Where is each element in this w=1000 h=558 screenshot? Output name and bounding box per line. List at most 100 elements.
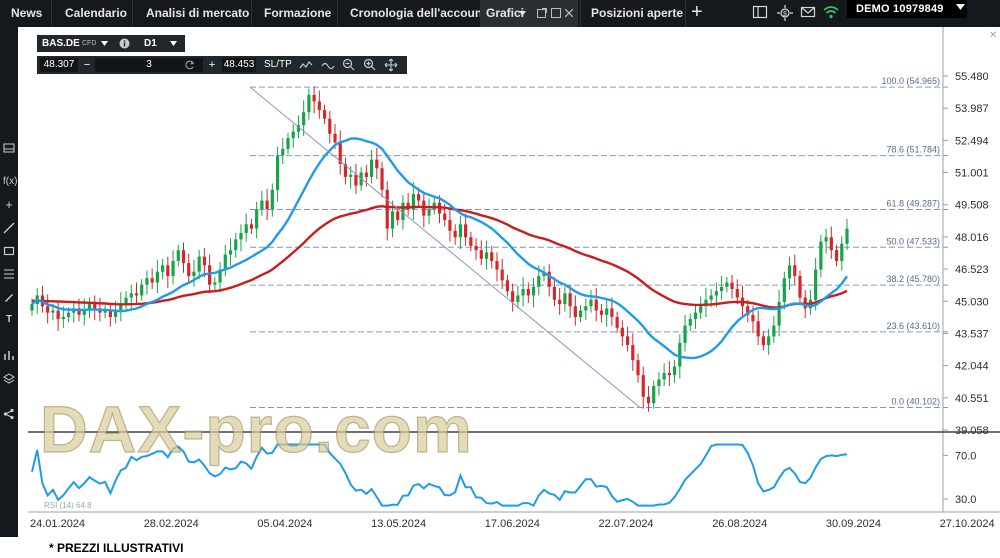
nav-news[interactable]: News [11, 6, 43, 20]
chevron-down-icon[interactable] [170, 41, 177, 46]
candle-body [578, 310, 583, 318]
candle-body [134, 293, 139, 296]
candle-body [213, 282, 217, 285]
chevron-down-icon[interactable] [101, 41, 108, 46]
indicators-icon[interactable] [3, 349, 15, 361]
y-tick-label: 42.044 [955, 361, 989, 373]
nav-calendario[interactable]: Calendario [65, 6, 128, 20]
x-tick-label: 13.05.2024 [371, 518, 426, 530]
nav-formazione[interactable]: Formazione [264, 6, 332, 20]
indicator-fx-icon[interactable]: f(x) [3, 176, 18, 187]
fullscreen-icon[interactable] [551, 8, 561, 18]
chart-area[interactable]: 55.480 53.987 52.494 51.001 49.508 48.016 46.5… [18, 27, 1000, 537]
wifi-icon [823, 6, 839, 19]
close-chart-icon[interactable]: ✕ [989, 30, 998, 41]
price-alert-icon[interactable]: $ [776, 4, 794, 22]
moving-average-slow [31, 204, 848, 309]
candle-body [537, 276, 541, 287]
watermark-text: DAX-pro.com [40, 392, 473, 466]
account-label[interactable]: DEMO 10979849 [856, 3, 944, 15]
x-tick-label: 24.01.2024 [30, 518, 85, 530]
move-icon[interactable] [384, 58, 398, 72]
candle-body [51, 310, 55, 313]
trendline-icon[interactable] [3, 222, 15, 234]
tab-grafici[interactable] [480, 0, 578, 27]
candle-body [709, 295, 713, 300]
rsi-tick-label: 30.0 [955, 494, 976, 506]
candle-body [390, 211, 395, 229]
candle-body [46, 306, 50, 313]
candle-body [307, 94, 311, 113]
price-chart[interactable]: 55.480 53.987 52.494 51.001 49.508 48.016 46.5… [18, 27, 1000, 537]
candle-body [338, 142, 342, 164]
x-tick-label: 26.08.2024 [712, 518, 767, 530]
nav-cronologia-account[interactable]: Cronologia dell'account [350, 6, 487, 20]
candle-body [725, 282, 729, 287]
account-selector[interactable] [847, 0, 967, 18]
drawing-tools-sidebar: f(x) + T [0, 27, 18, 537]
line-chart-icon[interactable] [299, 59, 313, 71]
share-icon[interactable] [3, 408, 15, 420]
candle-body [568, 293, 572, 307]
symbol-name[interactable]: BAS.DE [42, 38, 80, 49]
candle-body [417, 194, 421, 201]
nav-analisi-di-mercato[interactable]: Analisi di mercato [146, 6, 250, 20]
candle-body [448, 219, 452, 231]
candle-body [552, 286, 557, 300]
candle-body [526, 288, 530, 296]
refresh-icon[interactable] [185, 60, 195, 70]
layout-panel-icon[interactable] [752, 4, 768, 22]
candle-body [171, 260, 175, 277]
candle-body [161, 265, 165, 272]
rectangle-tool-icon[interactable] [3, 245, 15, 257]
decrease-quantity-button[interactable]: − [83, 59, 91, 71]
tab-posizioni-aperte[interactable]: Posizioni aperte [591, 6, 684, 20]
text-tool-icon[interactable]: T [5, 314, 13, 325]
fibonacci-tool-icon[interactable] [3, 268, 15, 280]
layers-icon[interactable] [3, 373, 15, 385]
candle-body [317, 101, 321, 111]
mail-icon[interactable] [800, 4, 816, 22]
sell-price[interactable]: 48.307 [40, 58, 78, 72]
crosshair-icon[interactable]: + [5, 197, 13, 212]
y-tick-label: 52.494 [955, 135, 989, 147]
zoom-in-icon[interactable] [363, 58, 376, 71]
sltp-button[interactable]: SL/TP [264, 59, 292, 70]
chevron-down-icon[interactable] [956, 4, 965, 10]
increase-quantity-button[interactable]: + [208, 59, 216, 71]
candle-body [166, 265, 170, 277]
chevron-down-icon[interactable] [519, 11, 526, 16]
y-tick-label: 55.480 [955, 71, 989, 83]
candle-body [364, 172, 368, 177]
candle-body [772, 325, 776, 337]
brush-tool-icon[interactable] [3, 291, 15, 303]
candle-body [302, 112, 306, 126]
quantity-input[interactable]: 3 [95, 58, 203, 72]
add-tab-icon[interactable]: + [691, 1, 703, 23]
rsi-tick-label: 70.0 [955, 450, 976, 462]
candle-body [124, 297, 128, 305]
candle-body [636, 360, 640, 376]
nav-separator [685, 0, 686, 27]
chart-type-icon[interactable] [3, 143, 15, 155]
candle-body [730, 282, 734, 289]
y-tick-label: 39.058 [955, 425, 989, 437]
chart-style-icon[interactable] [321, 59, 335, 71]
candle-body [61, 317, 65, 320]
nav-separator [132, 0, 133, 27]
candle-body [275, 155, 280, 190]
close-tab-icon[interactable] [565, 9, 573, 17]
candle-body [108, 310, 112, 318]
tab-grafici-label[interactable]: Grafici [486, 6, 525, 20]
zoom-out-icon[interactable] [342, 58, 355, 71]
watermark: DAX-pro.com [39, 391, 473, 466]
candle-body [145, 278, 149, 285]
timeframe-selector[interactable]: D1 [144, 38, 157, 49]
moving-average-fast [31, 137, 848, 360]
buy-price[interactable]: 48.453 [222, 58, 256, 72]
candle-body [333, 133, 337, 143]
popout-icon[interactable] [537, 8, 547, 18]
info-icon[interactable] [119, 38, 130, 49]
candle-body [490, 252, 494, 261]
candle-body [82, 310, 86, 315]
